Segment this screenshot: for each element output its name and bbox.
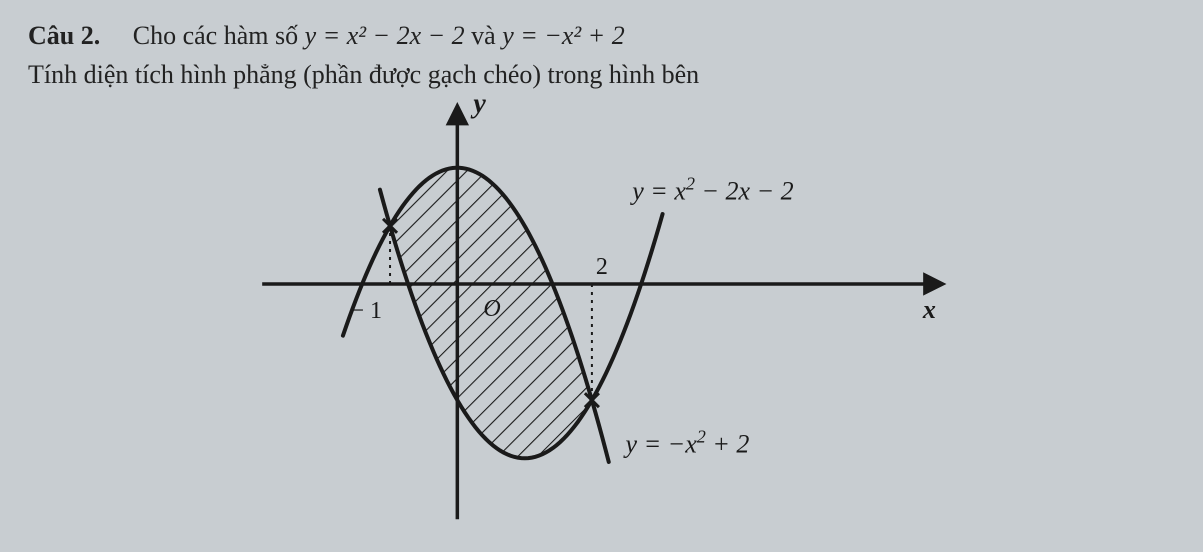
formula-2: y = −x² + 2 [502, 21, 625, 50]
question-label: Câu 2. [28, 21, 100, 50]
question-line-2: Tính diện tích hình phẳng (phần được gạc… [28, 55, 1175, 94]
tick-2: 2 [595, 254, 607, 280]
function-plot: y x − 1 2 Oy = x2 − 2x − 2 y = −x2 + 2 [242, 98, 962, 528]
label-f2: y = −x2 + 2 [622, 426, 749, 458]
label-f1: y = x2 − 2x − 2 [629, 174, 793, 206]
x-axis-label: x [921, 295, 935, 324]
y-axis-label: y [470, 98, 486, 120]
prompt-pre: Cho các hàm số [133, 21, 305, 50]
figure-container: y x − 1 2 Oy = x2 − 2x − 2 y = −x2 + 2 [28, 98, 1175, 528]
tick-neg1: − 1 [350, 298, 382, 324]
origin-label: O [483, 296, 500, 322]
question-line-1: Câu 2. Cho các hàm số y = x² − 2x − 2 và… [28, 16, 1175, 55]
and-word: và [471, 21, 502, 50]
formula-1: y = x² − 2x − 2 [305, 21, 472, 50]
